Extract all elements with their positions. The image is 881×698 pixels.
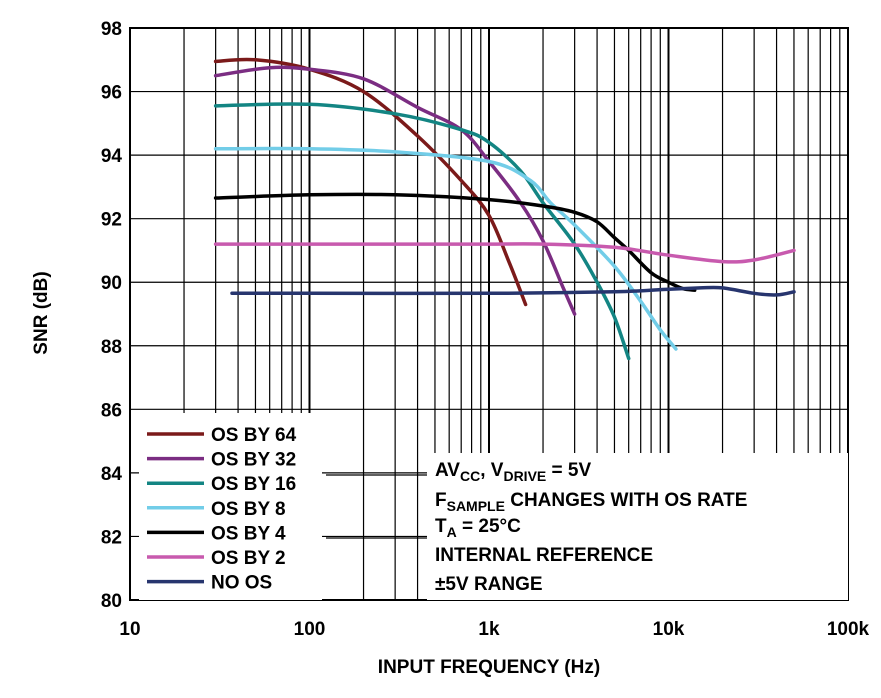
annotation-line-5: ±5V RANGE — [435, 574, 543, 595]
x-tick-label: 100k — [827, 619, 870, 640]
series-line-os-by-8 — [213, 146, 678, 351]
tick-labels: 80 82 84 86 88 90 92 94 96 98 10 100 1k 10k 100k — [101, 19, 870, 640]
annotation-line-1: AVCC, VDRIVE = 5V — [435, 460, 591, 484]
legend-label: OS BY 4 — [211, 523, 286, 544]
x-tick-label: 10 — [119, 619, 140, 640]
series-line-os-by-64 — [213, 57, 528, 307]
legend-label: OS BY 32 — [211, 450, 296, 471]
legend-label: NO OS — [211, 573, 272, 594]
legend-label: OS BY 2 — [211, 548, 286, 569]
conditions-annotation: AVCC, VDRIVE = 5V FSAMPLE CHANGES WITH O… — [326, 453, 848, 600]
x-axis-label: INPUT FREQUENCY (Hz) — [378, 657, 600, 678]
y-tick-label: 96 — [101, 83, 122, 104]
annotation-box — [427, 453, 848, 600]
annotation-line-4: INTERNAL REFERENCE — [435, 545, 653, 566]
x-tick-label: 1k — [478, 619, 500, 640]
y-tick-label: 86 — [101, 400, 122, 421]
series-line-os-by-4 — [213, 192, 697, 292]
y-tick-label: 90 — [101, 273, 122, 294]
legend-label: OS BY 64 — [211, 425, 297, 446]
annotation-line-2: FSAMPLE CHANGES WITH OS RATE — [435, 490, 747, 514]
x-tick-label: 100 — [294, 619, 326, 640]
series-line-os-by-16 — [213, 102, 631, 361]
y-tick-label: 88 — [101, 337, 122, 358]
legend-label: OS BY 16 — [211, 474, 296, 495]
y-tick-label: 92 — [101, 210, 122, 231]
legend-label: OS BY 8 — [211, 499, 286, 520]
series-line-os-by-2 — [213, 242, 796, 264]
data-series — [213, 57, 796, 361]
y-tick-label: 82 — [101, 527, 122, 548]
y-tick-label: 84 — [101, 464, 123, 485]
y-tick-label: 94 — [101, 146, 123, 167]
y-axis-label: SNR (dB) — [31, 271, 52, 354]
y-tick-label: 80 — [101, 591, 122, 612]
series-line-no-os — [230, 285, 796, 297]
y-tick-label: 98 — [101, 19, 122, 40]
x-tick-label: 10k — [653, 619, 685, 640]
legend: OS BY 64 OS BY 32 OS BY 16 OS BY 8 OS BY 4 OS… — [139, 413, 322, 600]
